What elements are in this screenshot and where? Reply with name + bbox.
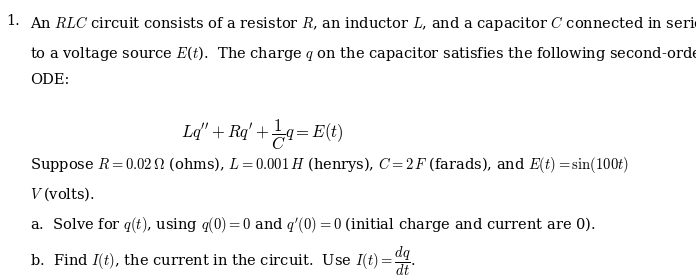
Text: $V$ (volts).: $V$ (volts).	[30, 185, 95, 202]
Text: $Lq^{\prime\prime} + Rq^{\prime} + \dfrac{1}{C}q = E(t)$: $Lq^{\prime\prime} + Rq^{\prime} + \dfra…	[181, 118, 343, 152]
Text: An $\it{RLC}$ circuit consists of a resistor $\it{R}$, an inductor $\it{L}$, and: An $\it{RLC}$ circuit consists of a resi…	[30, 14, 696, 33]
Text: to a voltage source $\it{E}$($\it{t}$).  The charge $\it{q}$ on the capacitor sa: to a voltage source $\it{E}$($\it{t}$). …	[30, 44, 696, 62]
Text: b.  Find $I(t)$, the current in the circuit.  Use $I(t) = \dfrac{dq}{dt}$.: b. Find $I(t)$, the current in the circu…	[30, 244, 416, 278]
Text: ODE:: ODE:	[30, 73, 70, 87]
Text: 1.: 1.	[6, 14, 20, 28]
Text: a.  Solve for $q(t)$, using $q(0) = 0$ and $q^\prime(0) = 0$ (initial charge and: a. Solve for $q(t)$, using $q(0) = 0$ an…	[30, 215, 596, 235]
Text: Suppose $R = 0.02\,\Omega$ (ohms), $L = 0.001\,H$ (henrys), $C = 2\,F$ (farads),: Suppose $R = 0.02\,\Omega$ (ohms), $L = …	[30, 155, 629, 175]
